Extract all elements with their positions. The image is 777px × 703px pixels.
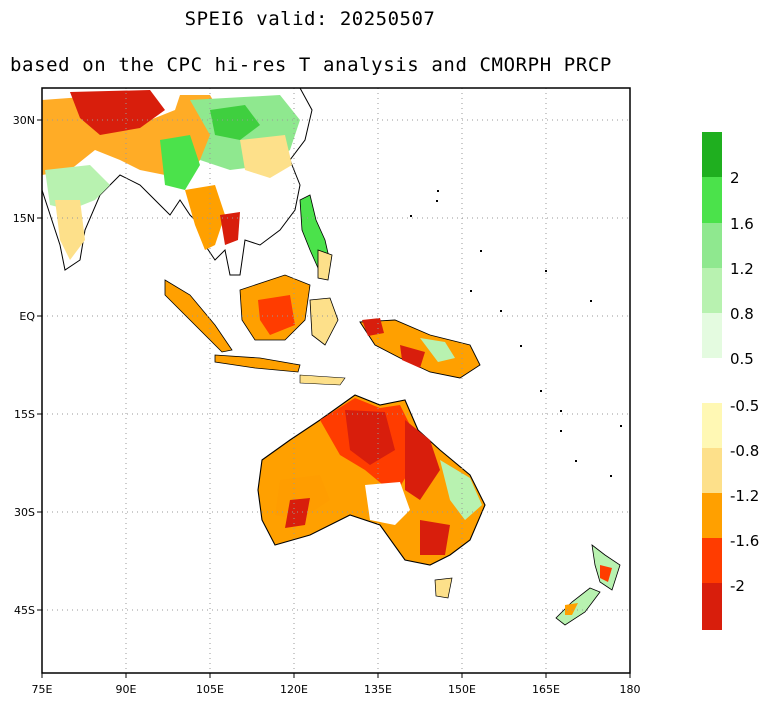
colorbar-swatch [702, 313, 722, 358]
new-guinea [359, 318, 481, 379]
colorbar-swatch [702, 132, 722, 177]
lon-tick-label: 75E [32, 683, 53, 696]
colorbar-swatch [702, 403, 722, 448]
lon-tick-label: 150E [448, 683, 476, 696]
colorbar-label: 0.8 [730, 305, 754, 323]
colorbar-swatch [702, 448, 722, 493]
lat-axis [37, 119, 42, 611]
map-title: SPEI6 valid: 20250507 [184, 8, 436, 30]
colorbar-swatch [702, 177, 722, 223]
lon-tick-label: 165E [532, 683, 560, 696]
colorbar-swatch [702, 268, 722, 313]
lon-tick-label: 135E [364, 683, 392, 696]
lat-tick-label: 30S [14, 506, 35, 519]
colorbar-label: -2 [730, 577, 745, 595]
map-frame [41, 87, 631, 674]
colorbar-label: 0.5 [730, 350, 754, 368]
lat-tick-label: 45S [14, 604, 35, 617]
colorbar-label: 2 [730, 169, 740, 187]
colorbar-label: -1.2 [730, 487, 759, 505]
australia [257, 394, 486, 599]
colorbar-label: -0.5 [730, 397, 759, 415]
lon-axis [41, 673, 631, 678]
philippines [299, 194, 333, 281]
lon-tick-label: 120E [280, 683, 308, 696]
map-subtitle: based on the CPC hi-res T analysis and C… [10, 54, 612, 76]
map-area [42, 88, 630, 673]
colorbar-label: -0.8 [730, 442, 759, 460]
pacific-islands [410, 190, 622, 477]
lat-tick-label: 15S [14, 408, 35, 421]
colorbar-swatch [702, 583, 722, 630]
lat-lon-grid [42, 88, 630, 673]
asia-mainland [42, 88, 313, 276]
lat-tick-label: 15N [13, 212, 35, 225]
colorbar-label: 1.6 [730, 215, 754, 233]
colorbar-swatch [702, 493, 722, 538]
lon-tick-label: 90E [116, 683, 137, 696]
colorbar-label: -1.6 [730, 532, 759, 550]
lat-tick-label: EQ [19, 310, 35, 323]
new-zealand [555, 544, 621, 626]
colorbar-swatch [702, 538, 722, 583]
colorbar-dry [702, 403, 722, 630]
lon-tick-label: 105E [196, 683, 224, 696]
lat-tick-label: 30N [13, 114, 35, 127]
sumatra-java-borneo [164, 274, 346, 386]
colorbar-label: 1.2 [730, 260, 754, 278]
colorbar-wet [702, 132, 722, 358]
colorbar-swatch [702, 223, 722, 268]
lon-tick-label: 180 [620, 683, 641, 696]
